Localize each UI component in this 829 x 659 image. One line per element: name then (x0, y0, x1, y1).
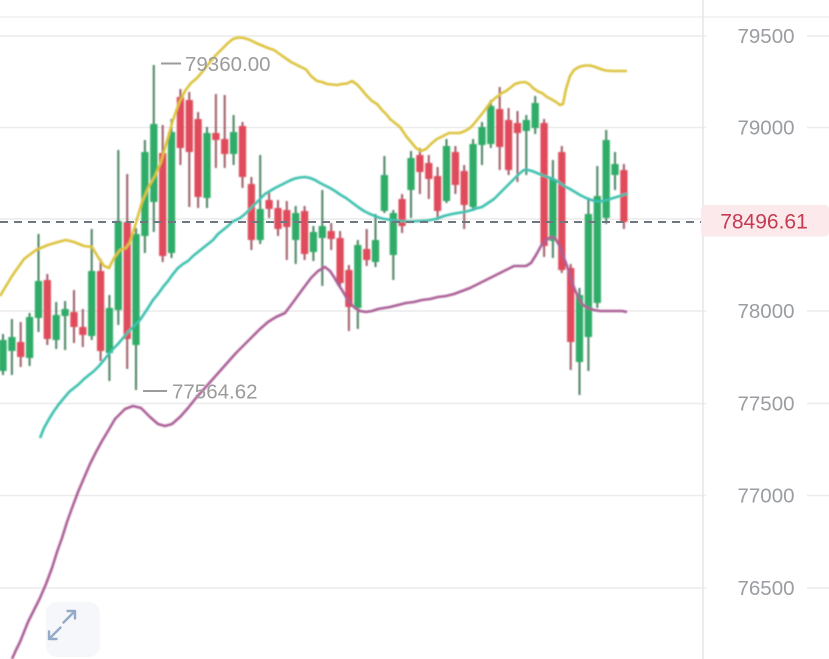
svg-text:78000: 78000 (737, 300, 794, 323)
svg-text:78496.61: 78496.61 (720, 211, 808, 234)
svg-text:77000: 77000 (737, 485, 794, 508)
svg-text:79000: 79000 (737, 117, 794, 140)
svg-text:77564.62: 77564.62 (172, 381, 258, 404)
svg-text:77500: 77500 (737, 393, 794, 416)
svg-text:79500: 79500 (737, 25, 794, 48)
svg-text:76500: 76500 (737, 577, 794, 600)
svg-text:79360.00: 79360.00 (185, 53, 271, 76)
